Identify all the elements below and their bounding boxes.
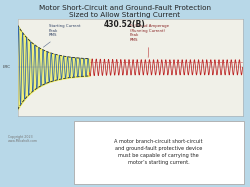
Text: Copyright 2023
www.Mikaholt.com: Copyright 2023 www.Mikaholt.com [8,135,38,143]
Text: A motor branch-circuit short-circuit
and ground-fault protective device
must be : A motor branch-circuit short-circuit and… [114,139,203,165]
Text: Sized to Allow Starting Current: Sized to Allow Starting Current [70,12,180,18]
Text: LRC: LRC [2,65,11,69]
Text: Full-Load Amperage
(Running Current)
Peak
RMS: Full-Load Amperage (Running Current) Pea… [130,24,169,57]
Text: Starting Current
Peak
RMS: Starting Current Peak RMS [43,24,80,47]
Text: 430.52(B): 430.52(B) [104,20,146,29]
Text: Motor Short-Circuit and Ground-Fault Protection: Motor Short-Circuit and Ground-Fault Pro… [39,5,211,11]
